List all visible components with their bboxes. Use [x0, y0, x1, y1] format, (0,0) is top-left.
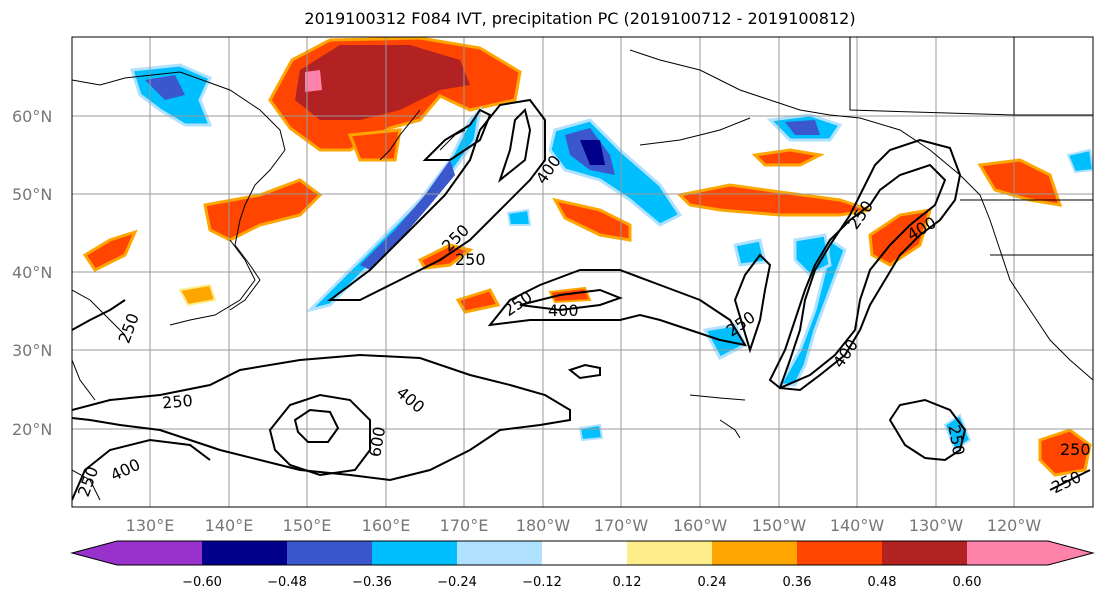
precip-blob-central-band	[676, 183, 871, 217]
colorbar-segment	[712, 541, 797, 565]
lon-label: 120°W	[987, 516, 1042, 535]
colorbar-tick-label: −0.24	[437, 575, 477, 590]
colorbar-segment	[627, 541, 712, 565]
lon-label: 160°W	[673, 516, 728, 535]
precip-band-negative-west	[305, 105, 483, 313]
ivt-contours	[72, 98, 1091, 501]
contour-label: 250	[455, 250, 486, 269]
lon-label: 130°E	[126, 516, 175, 535]
coastlines	[72, 37, 1093, 501]
colorbar-segment	[372, 541, 457, 565]
precip-shading	[82, 37, 1093, 477]
lat-label: 60°N	[12, 107, 52, 126]
lon-label: 150°E	[283, 516, 332, 535]
colorbar-tick-label: −0.36	[352, 575, 392, 590]
lat-label: 50°N	[12, 185, 52, 204]
lat-label: 40°N	[12, 263, 52, 282]
map-plot-area: 400 250 250 250 400 250 250 400 250 400 …	[71, 36, 1094, 508]
map-frame	[71, 36, 1094, 508]
colorbar-segment	[1048, 541, 1093, 565]
colorbar-tick-label: 0.48	[868, 575, 897, 590]
colorbar-segment	[117, 541, 202, 565]
lon-label: 130°W	[909, 516, 964, 535]
colorbar-tick-label: −0.60	[182, 575, 222, 590]
colorbar-segment	[457, 541, 542, 565]
colorbar-tick-label: −0.48	[267, 575, 307, 590]
lat-label: 20°N	[12, 420, 52, 439]
lon-label: 170°W	[594, 516, 649, 535]
lat-label: 30°N	[12, 341, 52, 360]
colorbar-outline	[70, 540, 1095, 566]
lon-label: 140°E	[205, 516, 254, 535]
lon-label: 140°W	[830, 516, 885, 535]
colorbar-tick-label: 0.60	[953, 575, 982, 590]
lon-label: 150°W	[752, 516, 807, 535]
contour-label: 250	[1060, 440, 1091, 459]
lon-label: 180°W	[516, 516, 571, 535]
lon-label: 170°E	[440, 516, 489, 535]
longitude-labels: 130°E 140°E 150°E 160°E 170°E 180°W 170°…	[126, 516, 1042, 535]
colorbar-segment	[542, 541, 627, 565]
lon-label: 160°E	[362, 516, 411, 535]
latitude-labels: 20°N 30°N 40°N 50°N 60°N	[12, 107, 52, 439]
colorbar-tick-label: −0.12	[522, 575, 562, 590]
colorbar-segment	[202, 541, 287, 565]
colorbar-tick-label: 0.36	[783, 575, 812, 590]
colorbar-segment	[72, 541, 117, 565]
precip-blob-japan	[203, 178, 323, 242]
colorbar-tick-label: 0.12	[613, 575, 642, 590]
colorbar: −0.60 −0.48 −0.36 −0.24 −0.12 0.12 0.24 …	[70, 540, 1095, 590]
colorbar-segment	[797, 541, 882, 565]
contour-label: 400	[548, 301, 579, 320]
map-title: 2019100312 F084 IVT, precipitation PC (2…	[304, 9, 856, 28]
graticule	[72, 37, 1093, 507]
colorbar-segment	[967, 541, 1048, 565]
colorbar-tick-label: 0.24	[698, 575, 727, 590]
colorbar-segment	[287, 541, 372, 565]
contour-label: 250	[161, 391, 193, 413]
colorbar-segment	[882, 541, 967, 565]
